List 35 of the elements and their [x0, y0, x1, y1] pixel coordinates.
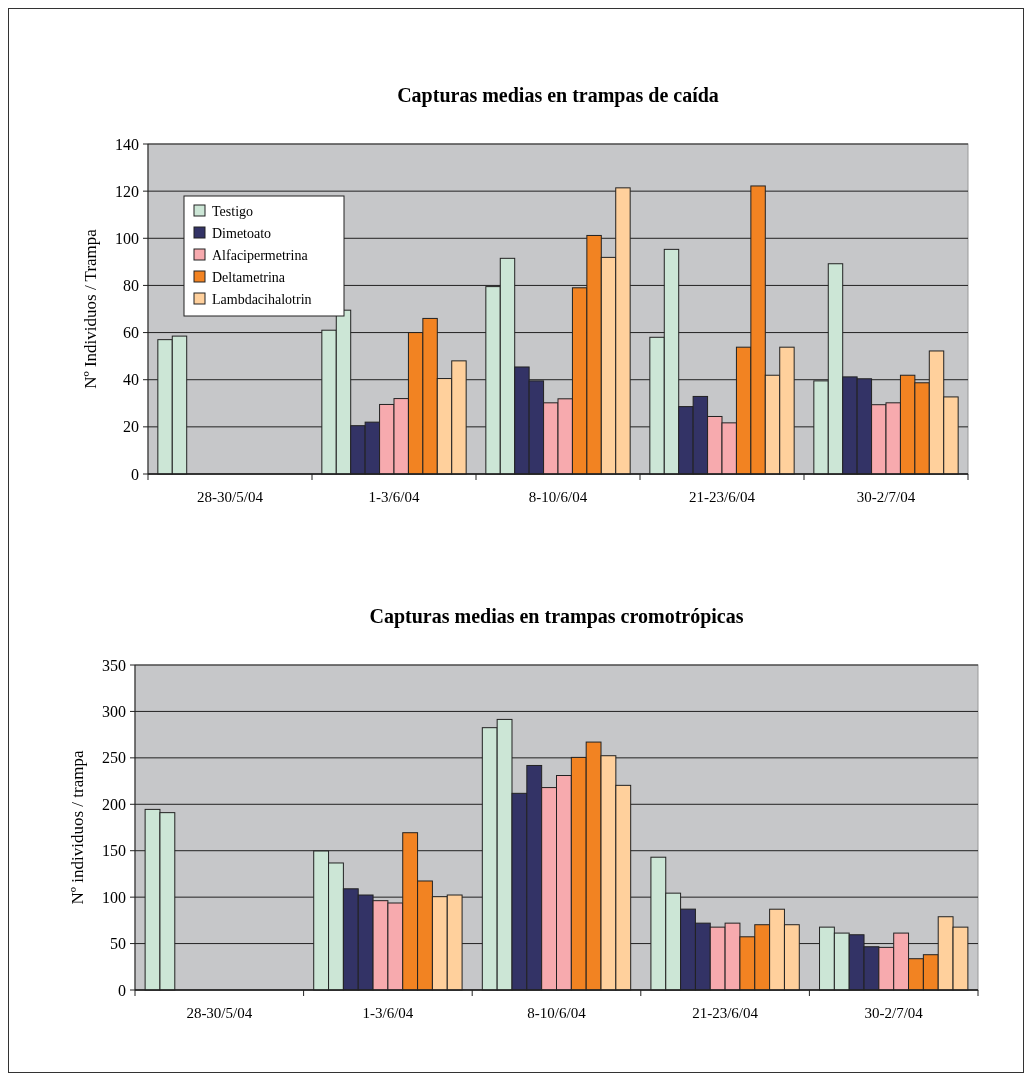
y-tick-label: 200: [102, 795, 126, 813]
chart-title: Capturas medias en trampas de caída: [397, 84, 719, 107]
legend-label: Lambdacihalotrin: [212, 291, 312, 307]
y-tick-label: 140: [115, 135, 139, 153]
chart-title: Capturas medias en trampas cromotrópicas: [369, 605, 744, 628]
x-tick-label: 21-23/6/04: [692, 1005, 759, 1021]
y-tick-label: 0: [131, 465, 139, 483]
y-tick-label: 150: [102, 842, 126, 860]
y-tick-label: 50: [110, 935, 126, 953]
legend-label: Alfacipermetrina: [212, 247, 309, 263]
x-tick-label: 30-2/7/04: [864, 1005, 924, 1021]
x-tick-label: 8-10/6/04: [527, 1005, 587, 1021]
x-tick-label: 1-3/6/04: [368, 489, 420, 505]
legend-label: Testigo: [212, 203, 254, 219]
y-tick-label: 80: [123, 277, 139, 295]
x-tick-label: 8-10/6/04: [528, 489, 588, 505]
y-tick-label: 120: [115, 182, 139, 200]
y-axis-title: Nº individuos / trampa: [68, 750, 87, 905]
y-tick-label: 20: [123, 418, 139, 436]
y-tick-label: 350: [102, 656, 126, 674]
y-tick-label: 250: [102, 749, 126, 767]
y-tick-label: 100: [115, 229, 139, 247]
legend-label: Dimetoato: [212, 225, 272, 241]
y-tick-label: 300: [102, 703, 126, 721]
legend-label: Deltametrina: [212, 269, 286, 285]
x-tick-label: 30-2/7/04: [856, 489, 916, 505]
x-tick-label: 28-30/5/04: [197, 489, 264, 505]
x-tick-label: 21-23/6/04: [689, 489, 756, 505]
x-tick-label: 1-3/6/04: [362, 1005, 414, 1021]
y-axis-title: Nº Individuos / Trampa: [81, 228, 100, 389]
x-tick-label: 28-30/5/04: [186, 1005, 253, 1021]
y-tick-label: 0: [118, 981, 126, 999]
y-tick-label: 60: [123, 324, 139, 342]
y-tick-label: 40: [123, 371, 139, 389]
y-tick-label: 100: [102, 888, 126, 906]
